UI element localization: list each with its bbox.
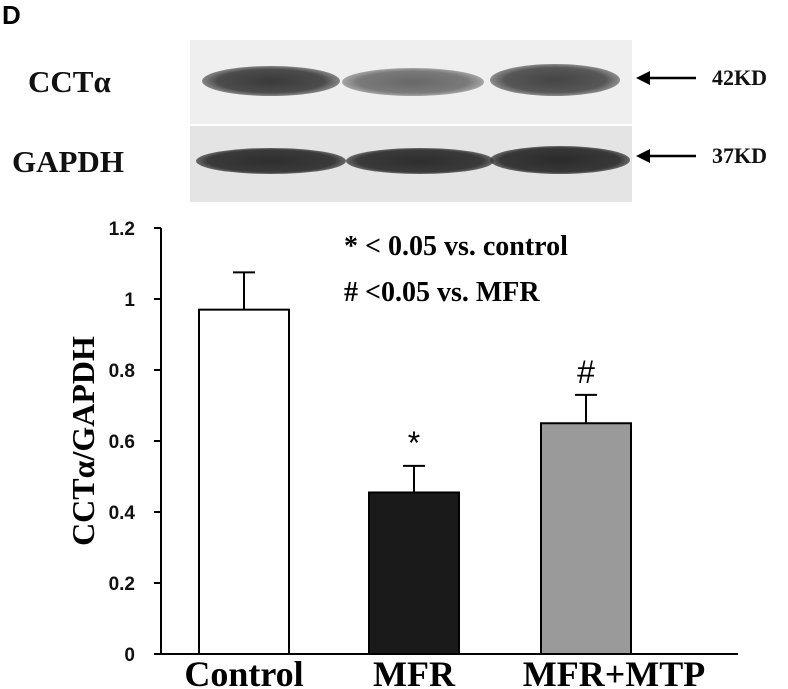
arrow-left-icon bbox=[636, 149, 696, 163]
blot-band bbox=[196, 148, 346, 174]
panel-letter: D bbox=[2, 0, 21, 30]
y-tick-label: 0.4 bbox=[109, 503, 136, 524]
y-tick-label: 0.6 bbox=[109, 432, 135, 453]
annotation-mfr: # <0.05 vs. MFR bbox=[344, 277, 540, 308]
y-axis-label: CCTα/GAPDH bbox=[65, 336, 101, 546]
blot-image-cct bbox=[190, 40, 632, 124]
blot-marker-37kd: 37KD bbox=[712, 143, 767, 168]
blot-label-cct: CCTα bbox=[28, 64, 111, 99]
bar-mfr bbox=[368, 491, 460, 655]
x-category-label: MFR bbox=[373, 654, 456, 689]
y-tick-label: 0.8 bbox=[109, 361, 135, 382]
y-ticks: 0 0.2 0.4 0.6 0.8 1 1.2 bbox=[109, 219, 161, 666]
blot-band bbox=[202, 66, 340, 96]
y-tick-label: 1 bbox=[124, 290, 135, 311]
bar-mfr-mtp bbox=[540, 422, 632, 655]
blot-marker-42kd: 42KD bbox=[712, 65, 767, 90]
significance-marker: * bbox=[408, 425, 420, 461]
y-tick-label: 0 bbox=[124, 645, 135, 666]
y-tick-label: 1.2 bbox=[109, 219, 135, 240]
blot-band bbox=[346, 148, 494, 174]
annotation-control: * < 0.05 vs. control bbox=[344, 231, 568, 262]
blot-band bbox=[490, 146, 630, 174]
blot-label-gapdh: GAPDH bbox=[12, 144, 124, 179]
x-category-label: Control bbox=[184, 654, 303, 689]
blot-image-gapdh bbox=[190, 126, 632, 202]
bar-control bbox=[198, 308, 290, 655]
arrow-left-icon bbox=[636, 71, 696, 85]
bars: Control * MFR # MFR+MTP bbox=[184, 271, 705, 689]
y-tick-label: 0.2 bbox=[109, 574, 135, 595]
significance-marker: # bbox=[577, 354, 595, 390]
blot-band bbox=[490, 64, 620, 96]
blot-band bbox=[342, 68, 484, 96]
x-category-label: MFR+MTP bbox=[523, 654, 705, 689]
